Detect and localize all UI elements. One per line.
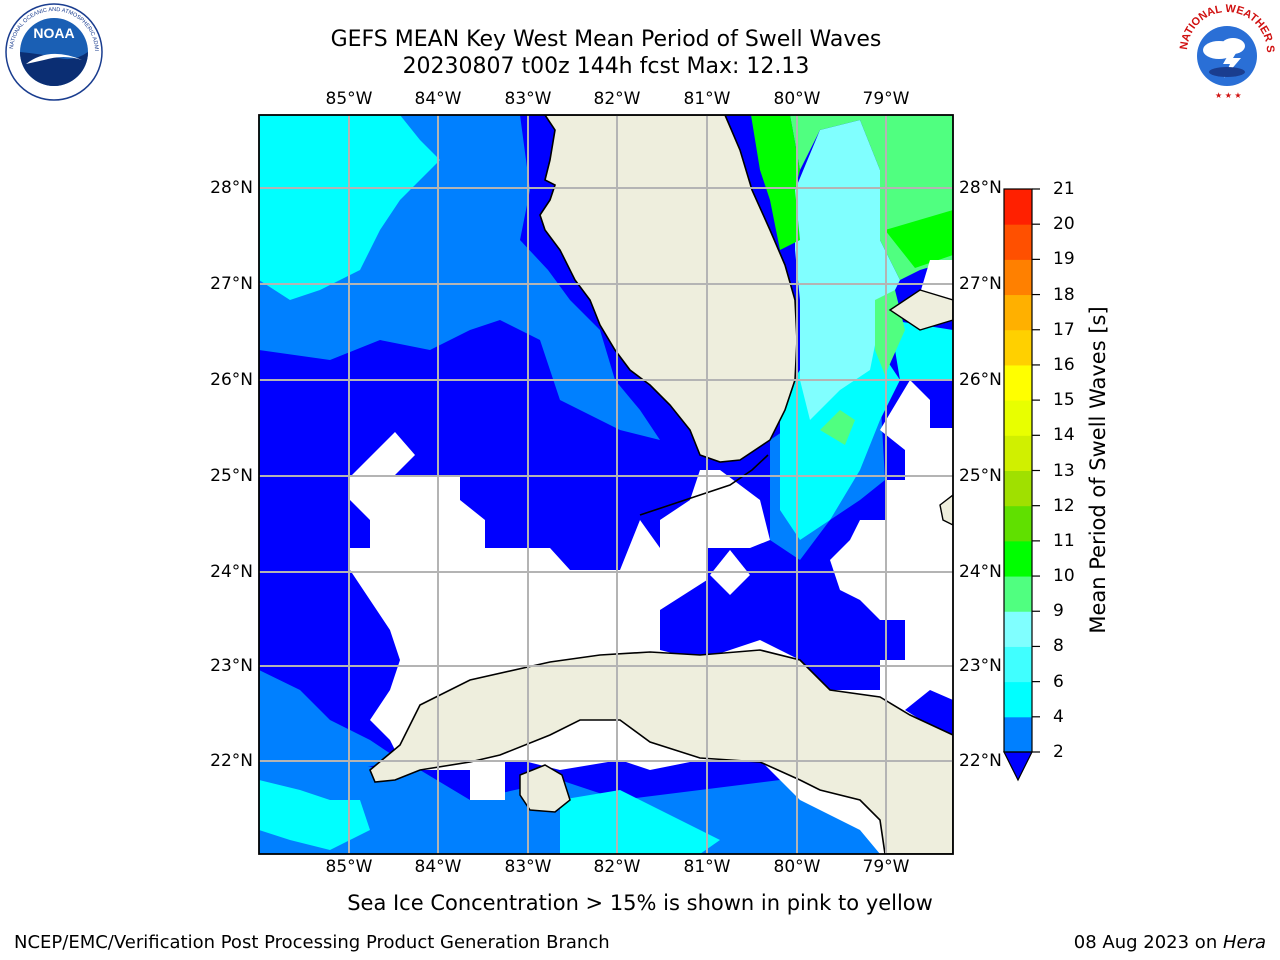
bottom-lon-tick: 79°W xyxy=(862,857,910,877)
colorbar-segment xyxy=(1004,294,1032,331)
florida-landmass xyxy=(539,115,798,463)
right-lat-tick: 28°N xyxy=(959,178,1002,198)
top-lon-tick: 79°W xyxy=(862,89,910,109)
colorbar-tick-label: 18 xyxy=(1053,284,1075,305)
swell-period-contour-10-11 xyxy=(751,115,800,250)
sea-ice-note: Sea Ice Concentration > 15% is shown in … xyxy=(347,891,933,915)
right-lat-tick: 26°N xyxy=(959,370,1002,390)
noaa-logo: NOAA NATIONAL OCEANIC AND ATMOSPHERIC AD… xyxy=(4,2,103,101)
bottom-lon-tick: 85°W xyxy=(325,857,373,877)
left-lat-tick: 25°N xyxy=(210,466,253,486)
florida-keys xyxy=(639,454,769,516)
right-lat-tick: 23°N xyxy=(959,656,1002,676)
swell-period-contour-8-9 xyxy=(795,120,900,420)
isla-de-la-juventud xyxy=(519,764,571,813)
bottom-lon-tick: 83°W xyxy=(504,857,552,877)
colorbar-segment xyxy=(1004,611,1032,647)
right-lat-tick: 25°N xyxy=(959,466,1002,486)
top-lon-tick: 80°W xyxy=(773,89,821,109)
colorbar-segment xyxy=(1004,364,1032,401)
map-gridlines xyxy=(259,115,953,854)
national-weather-service-logo: NATIONAL WEATHER SERVICE ★ ★ ★ xyxy=(1175,0,1277,102)
colorbar-tick-label: 14 xyxy=(1053,425,1075,446)
credit-left: NCEP/EMC/Verification Post Processing Pr… xyxy=(14,932,610,953)
colorbar-segment xyxy=(1004,435,1032,471)
bottom-lon-tick: 81°W xyxy=(683,857,731,877)
left-lat-tick: 24°N xyxy=(210,562,253,582)
colorbar-segment xyxy=(1004,540,1032,577)
colorbar-segment xyxy=(1004,646,1032,683)
map-frame xyxy=(258,114,954,855)
colorbar-segment xyxy=(1004,329,1032,366)
colorbar-segment xyxy=(1004,224,1032,260)
colorbar-segment xyxy=(1004,470,1032,507)
bottom-lon-tick: 80°W xyxy=(773,857,821,877)
left-lat-tick: 27°N xyxy=(210,274,253,294)
left-lat-tick: 28°N xyxy=(210,178,253,198)
svg-text:NOAA: NOAA xyxy=(33,25,74,41)
colorbar-tick-label: 17 xyxy=(1053,319,1075,340)
bottom-lon-tick: 82°W xyxy=(593,857,641,877)
colorbar-segment xyxy=(1004,189,1032,225)
left-lat-tick: 23°N xyxy=(210,656,253,676)
map-title: GEFS MEAN Key West Mean Period of Swell … xyxy=(330,27,882,52)
colorbar-tick-label: 10 xyxy=(1053,566,1075,587)
colorbar-segment xyxy=(1004,681,1032,718)
colorbar-segment xyxy=(1004,400,1032,436)
colorbar-segment xyxy=(1004,576,1032,612)
colorbar-segment xyxy=(1004,505,1032,542)
colorbar-tick-label: 21 xyxy=(1053,179,1075,199)
colorbar-tick-label: 2 xyxy=(1053,742,1064,762)
colorbar-tick-label: 13 xyxy=(1053,460,1075,481)
svg-text:★ ★ ★: ★ ★ ★ xyxy=(1215,91,1242,100)
colorbar-tick-label: 6 xyxy=(1053,671,1064,692)
left-lat-tick: 26°N xyxy=(210,370,253,390)
left-lat-tick: 22°N xyxy=(210,751,253,771)
right-lat-tick: 24°N xyxy=(959,562,1002,582)
top-lon-tick: 81°W xyxy=(683,89,731,109)
colorbar-tick-label: 12 xyxy=(1053,495,1075,516)
top-lon-tick: 84°W xyxy=(414,89,462,109)
colorbar-label: Mean Period of Swell Waves [s] xyxy=(1086,306,1110,634)
colorbar-tick-label: 15 xyxy=(1053,390,1075,411)
colorbar-tick-label: 19 xyxy=(1053,249,1075,270)
colorbar-tick-label: 16 xyxy=(1053,354,1075,375)
colorbar-segment xyxy=(1004,259,1032,296)
top-lon-tick: 83°W xyxy=(504,89,552,109)
cuba-landmass xyxy=(369,649,953,854)
credit-date: 08 Aug 2023 on xyxy=(1073,932,1223,953)
credit-host: Hera xyxy=(1222,932,1266,953)
colorbar-segment xyxy=(1004,716,1032,753)
right-lat-tick: 22°N xyxy=(959,751,1002,771)
colorbar-tick-label: 20 xyxy=(1053,214,1075,235)
colorbar-tick-label: 4 xyxy=(1053,706,1064,727)
colorbar-tick-label: 11 xyxy=(1053,530,1075,551)
colorbar xyxy=(1003,188,1040,782)
colorbar-tick-label: 8 xyxy=(1053,636,1064,657)
right-lat-tick: 27°N xyxy=(959,274,1002,294)
map-subtitle: 20230807 t00z 144h fcst Max: 12.13 xyxy=(402,54,810,79)
colorbar-tick-label: 9 xyxy=(1053,601,1064,622)
top-lon-tick: 85°W xyxy=(325,89,373,109)
top-lon-tick: 82°W xyxy=(593,89,641,109)
credit-right: 08 Aug 2023 on Hera xyxy=(1074,932,1266,953)
bottom-lon-tick: 84°W xyxy=(414,857,462,877)
